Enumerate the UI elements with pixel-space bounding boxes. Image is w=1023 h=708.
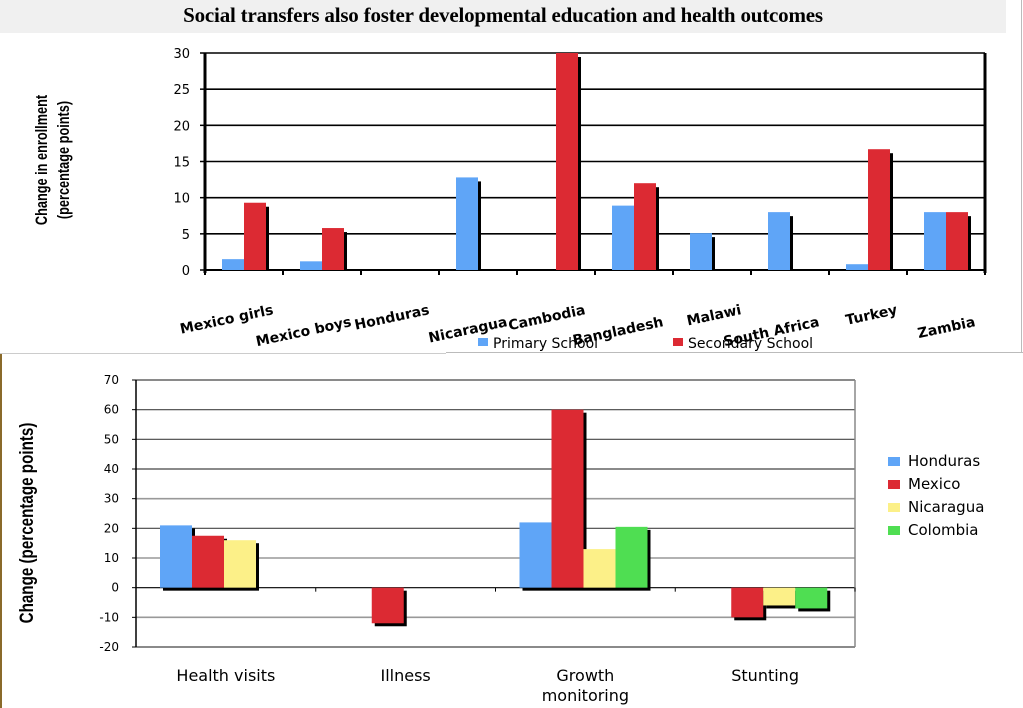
x-category-label: monitoring — [542, 686, 629, 705]
y-axis-title: (percentage points) — [54, 101, 73, 219]
bar-primary-school — [300, 261, 322, 270]
bar-primary-school — [222, 259, 244, 270]
frame-border — [0, 354, 2, 708]
y-tick-label: 30 — [104, 492, 119, 506]
y-tick-label: 15 — [173, 156, 190, 171]
bar-mexico — [371, 587, 404, 624]
bar-nicaragua — [583, 549, 616, 588]
y-tick-label: 40 — [104, 462, 119, 476]
y-tick-label: 60 — [104, 403, 119, 417]
y-tick-label: 20 — [173, 119, 190, 134]
y-tick-label: 20 — [104, 521, 119, 535]
y-tick-label: 10 — [104, 551, 119, 565]
bar-secondary-school — [868, 149, 890, 270]
x-category-label: Zambia — [916, 314, 977, 342]
legend-label: Colombia — [908, 521, 979, 539]
legend-label: Secondary School — [688, 336, 813, 352]
x-category-label: Malawi — [685, 302, 742, 329]
y-tick-label: -10 — [99, 610, 119, 624]
bar-secondary-school — [634, 183, 656, 270]
y-tick-label: 30 — [173, 47, 190, 62]
legend-swatch-secondary-school — [673, 338, 683, 346]
legend-label: Mexico — [908, 475, 960, 493]
bar-shadow — [889, 153, 893, 270]
legend-swatch-colombia — [888, 526, 900, 535]
bar-shadow — [967, 216, 971, 270]
y-tick-label: 0 — [182, 264, 190, 279]
bar-secondary-school — [244, 202, 266, 270]
legend-label: Nicaragua — [908, 498, 984, 516]
y-tick-label: 5 — [182, 228, 190, 243]
frame-border — [1021, 0, 1022, 353]
frame-border — [446, 352, 1023, 353]
x-category-label: Honduras — [353, 302, 431, 333]
page-title: Social transfers also foster development… — [183, 3, 823, 27]
y-axis-title: Change (percentage points) — [15, 423, 37, 624]
bar-primary-school — [456, 177, 478, 270]
bar-colombia — [795, 587, 828, 609]
title-bar: Social transfers also foster development… — [0, 0, 1006, 33]
y-axis-title: Change in enrollment — [32, 95, 51, 225]
bar-primary-school — [768, 212, 790, 270]
x-category-label: Turkey — [844, 302, 899, 329]
legend-swatch-primary-school — [478, 338, 488, 346]
frame-border — [0, 353, 446, 354]
bar-shadow — [655, 187, 659, 270]
bar-honduras — [519, 522, 552, 588]
x-category-label: Illness — [380, 666, 430, 685]
y-tick-label: 50 — [104, 432, 119, 446]
bar-shadow — [343, 232, 347, 270]
legend-label: Honduras — [908, 452, 980, 470]
x-category-label: Mexico boys — [254, 314, 352, 350]
y-tick-label: 25 — [173, 83, 190, 98]
x-category-label: Stunting — [731, 666, 799, 685]
bar-shadow — [711, 237, 715, 270]
bar-primary-school — [612, 205, 634, 270]
legend-swatch-mexico — [888, 480, 900, 489]
legend-swatch-honduras — [888, 457, 900, 466]
bar-nicaragua — [763, 587, 796, 606]
bar-primary-school — [690, 233, 712, 270]
y-tick-label: 70 — [104, 373, 119, 387]
y-tick-label: -20 — [99, 640, 119, 654]
bar-colombia — [615, 526, 648, 588]
legend-label: Primary School — [493, 336, 598, 352]
bar-primary-school — [846, 264, 868, 270]
bar-mexico — [192, 535, 224, 588]
x-category-label: Cambodia — [507, 302, 587, 334]
x-category-label: Growth — [556, 666, 614, 685]
y-tick-label: 0 — [111, 581, 119, 595]
bar-shadow — [789, 216, 793, 270]
bar-primary-school — [924, 212, 946, 270]
bar-shadow — [577, 57, 581, 270]
bar-shadow — [265, 206, 269, 270]
bar-secondary-school — [946, 212, 968, 270]
bar-mexico — [731, 587, 764, 618]
y-tick-label: 10 — [173, 192, 190, 207]
bar-secondary-school — [322, 228, 344, 270]
x-category-label: Health visits — [176, 666, 275, 685]
legend-swatch-nicaragua — [888, 503, 900, 512]
bar-mexico — [551, 409, 584, 588]
bar-honduras — [160, 525, 192, 588]
bar-nicaragua — [224, 540, 256, 588]
bar-secondary-school — [556, 53, 578, 270]
bar-shadow — [477, 181, 481, 270]
